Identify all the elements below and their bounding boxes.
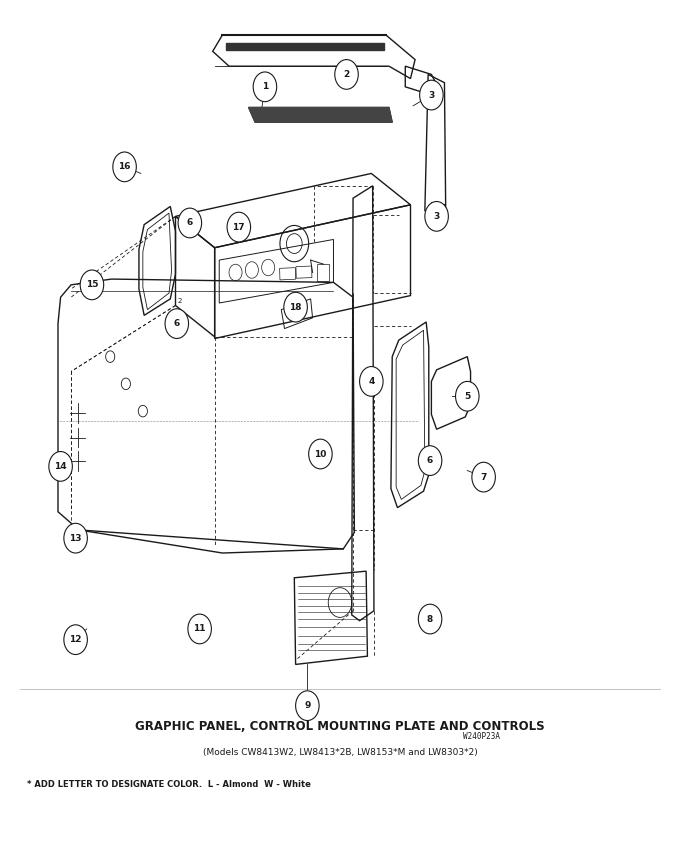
Circle shape bbox=[456, 381, 479, 411]
Text: 1: 1 bbox=[262, 83, 268, 91]
Text: 3: 3 bbox=[428, 91, 435, 99]
Text: (Models CW8413W2, LW8413*2B, LW8153*M and LW8303*2): (Models CW8413W2, LW8413*2B, LW8153*M an… bbox=[203, 749, 477, 757]
Circle shape bbox=[309, 440, 332, 469]
Text: 8: 8 bbox=[427, 615, 433, 624]
Circle shape bbox=[284, 292, 307, 322]
Text: 12: 12 bbox=[69, 635, 82, 644]
Circle shape bbox=[64, 625, 87, 654]
Text: GRAPHIC PANEL, CONTROL MOUNTING PLATE AND CONTROLS: GRAPHIC PANEL, CONTROL MOUNTING PLATE AN… bbox=[135, 720, 545, 733]
Text: 15: 15 bbox=[86, 280, 98, 290]
Text: W240P23A: W240P23A bbox=[462, 732, 500, 741]
Circle shape bbox=[113, 152, 136, 182]
Text: 6: 6 bbox=[187, 218, 193, 227]
Bar bbox=[296, 266, 312, 278]
Circle shape bbox=[418, 445, 442, 476]
Circle shape bbox=[188, 614, 211, 644]
Circle shape bbox=[472, 462, 495, 492]
Text: 5: 5 bbox=[464, 392, 471, 401]
Text: 18: 18 bbox=[290, 302, 302, 312]
Text: 6: 6 bbox=[427, 456, 433, 465]
Text: 3: 3 bbox=[433, 212, 440, 221]
Text: 4: 4 bbox=[368, 377, 375, 386]
Circle shape bbox=[425, 201, 448, 232]
Text: 2: 2 bbox=[178, 298, 182, 304]
Text: 7: 7 bbox=[481, 472, 487, 482]
Text: 2: 2 bbox=[343, 70, 350, 79]
Text: 16: 16 bbox=[118, 163, 131, 172]
Text: 17: 17 bbox=[233, 222, 245, 232]
Text: 10: 10 bbox=[314, 450, 326, 459]
Circle shape bbox=[296, 690, 319, 721]
Circle shape bbox=[64, 524, 87, 553]
Circle shape bbox=[253, 72, 277, 102]
Text: 14: 14 bbox=[54, 462, 67, 471]
Bar bbox=[279, 268, 296, 280]
Text: 6: 6 bbox=[173, 319, 180, 328]
Polygon shape bbox=[249, 108, 392, 122]
Circle shape bbox=[165, 309, 188, 338]
Circle shape bbox=[420, 80, 443, 110]
Polygon shape bbox=[226, 43, 384, 50]
Text: 9: 9 bbox=[304, 701, 311, 710]
Circle shape bbox=[335, 60, 358, 89]
Text: 13: 13 bbox=[69, 534, 82, 543]
Bar bbox=[317, 264, 329, 280]
Circle shape bbox=[49, 451, 72, 482]
Text: * ADD LETTER TO DESIGNATE COLOR.  L - Almond  W - White: * ADD LETTER TO DESIGNATE COLOR. L - Alm… bbox=[27, 780, 311, 789]
Circle shape bbox=[418, 605, 442, 634]
Circle shape bbox=[360, 366, 383, 397]
Circle shape bbox=[178, 208, 201, 237]
Text: 11: 11 bbox=[193, 625, 206, 633]
Circle shape bbox=[227, 212, 250, 242]
Circle shape bbox=[80, 270, 103, 300]
